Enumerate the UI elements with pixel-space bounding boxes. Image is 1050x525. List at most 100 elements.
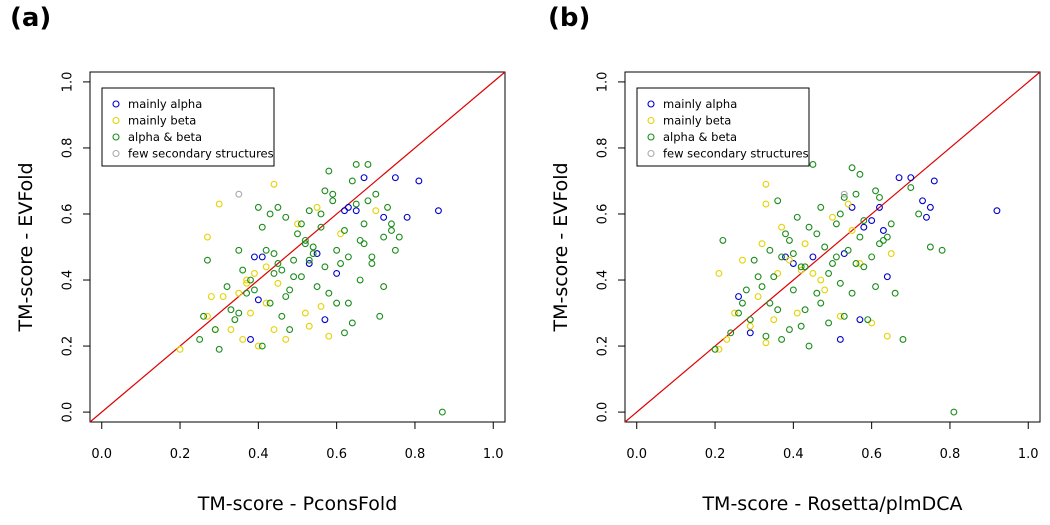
data-point [915,210,923,218]
data-point [840,194,848,201]
data-point [789,250,797,258]
data-point [305,207,313,215]
x-tick-label: 0.6 [861,447,882,462]
data-point [848,289,856,297]
data-point [770,273,778,281]
y-tick-label: 1.0 [596,72,611,93]
x-tick-label: 0.0 [626,447,647,462]
data-point [809,161,817,168]
data-point [727,329,735,337]
data-point [930,177,938,185]
data-point [844,200,852,208]
data-point [388,220,395,228]
data-point [746,316,754,324]
legend-marker [647,100,655,108]
data-point [805,342,813,350]
data-point [270,250,278,258]
data-point [329,190,337,198]
data-point [235,289,243,297]
data-point [333,269,341,277]
data-point [348,319,356,327]
data-point [309,243,317,251]
y-tick-label: 0.6 [61,204,76,225]
data-point [388,227,395,234]
data-point [247,309,254,317]
data-point [294,230,301,238]
data-point [821,243,829,251]
data-point [380,283,388,291]
x-axis-title: TM-score - Rosetta/plmDCA [701,493,962,515]
data-point [876,194,883,201]
data-point [344,299,352,307]
data-point [239,336,247,343]
legend-marker [112,100,120,108]
data-point [176,345,184,353]
data-point [817,299,825,307]
legend-marker [647,116,655,125]
data-point [868,253,876,261]
legend-marker [112,133,120,141]
data-point [204,256,211,264]
data-point [266,210,274,218]
data-point [223,283,231,291]
x-axis-title: TM-score - PconsFold [197,493,398,515]
y-tick-label: 0.2 [596,336,611,357]
data-point [243,289,251,297]
data-point [840,190,848,198]
data-point [317,302,325,310]
data-point [883,273,891,281]
data-point [789,286,797,294]
data-point [352,207,360,215]
x-tick-label: 0.4 [783,447,804,462]
data-point [840,250,848,258]
data-point [926,243,934,251]
data-point [247,276,254,284]
data-point [860,223,868,231]
data-point [376,312,384,320]
data-point [872,187,880,195]
data-point [876,203,883,211]
data-point [360,240,368,248]
legend-label: alpha & beta [128,130,202,144]
data-point [321,316,329,324]
data-point [270,180,278,188]
data-point [325,332,333,340]
data-point [801,263,809,271]
data-point [742,286,750,294]
y-tick-label: 0.0 [596,402,611,423]
legend: mainly alpha mainly beta alpha & beta few s… [101,87,275,167]
data-point [204,233,211,241]
data-point [938,246,946,254]
legend-marker [647,149,655,158]
data-point [801,240,809,248]
data-point [797,266,805,274]
x-axis: 0.0 0.2 0.4 0.6 0.8 1.0 [91,422,504,462]
data-point [832,253,840,261]
data-point [227,306,235,314]
y-tick-label: 0.4 [596,270,611,291]
data-point [739,299,746,307]
data-point [907,184,915,192]
data-point [266,299,274,307]
data-point [883,332,891,340]
data-point [844,246,852,254]
data-point [317,210,325,218]
legend-label: mainly beta [663,114,731,128]
data-point [919,197,926,205]
legend: mainly alpha mainly beta alpha & beta few s… [636,87,810,167]
data-point [207,293,215,300]
data-point [848,164,856,172]
data-point [356,276,364,284]
data-point [235,246,243,254]
data-point [391,246,399,254]
data-point [301,236,309,244]
panel-a: (a) 0.0 0.2 0.4 0.6 0.8 1.0 0.0 0.2 0.4 0.6 0.8 1.… [10,3,506,515]
legend-label: mainly beta [128,114,196,128]
legend-marker [112,149,120,158]
data-point [321,187,329,195]
data-point [200,312,207,320]
legend-marker [647,133,655,141]
data-point [247,336,254,343]
legend-label: few secondary structures [663,147,809,161]
